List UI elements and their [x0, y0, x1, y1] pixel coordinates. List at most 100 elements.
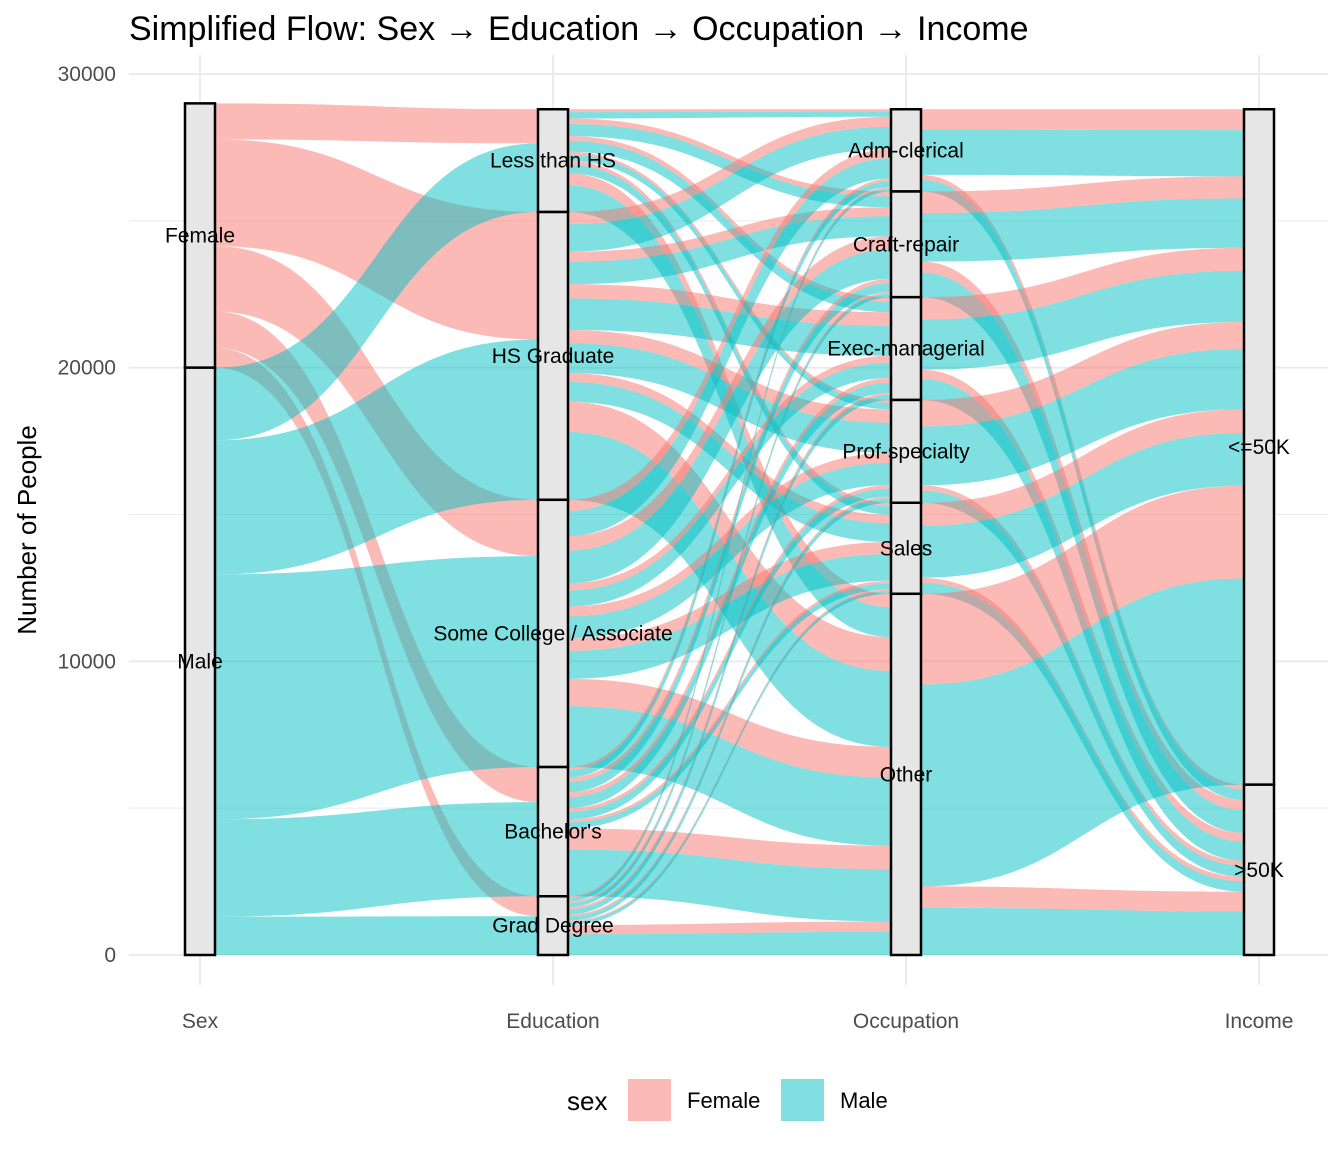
flow-education-female — [568, 580, 891, 823]
flow-occupation-male — [921, 578, 1244, 887]
flow-education-female — [568, 187, 891, 898]
stratum-label-other: Other — [880, 763, 933, 786]
flow-education-male — [568, 931, 891, 955]
flow-education-female — [568, 236, 891, 551]
stratum-occupation-other — [889, 592, 923, 957]
stratum-occupation-prof-specialty — [889, 398, 923, 505]
flow-education-female — [568, 207, 891, 262]
stratum-sex-male — [183, 366, 217, 957]
stratum-label-50k: >50K — [1234, 859, 1284, 882]
stratum-label-grad-degree: Grad Degree — [492, 915, 613, 938]
flow-education-female — [568, 678, 891, 778]
flow-sex-male — [215, 802, 538, 917]
legend-label-male: Male — [840, 1088, 888, 1113]
flow-education-male — [568, 293, 891, 908]
flow-education-male — [568, 216, 891, 285]
flow-occupation-female — [921, 886, 1244, 912]
stratum-sex-female — [183, 102, 217, 369]
flow-layer — [215, 103, 1244, 955]
flow-education-male — [568, 382, 891, 809]
y-tick-label: 0 — [104, 944, 116, 967]
flow-education-male — [568, 395, 891, 915]
flow-occupation-female — [921, 109, 1244, 131]
label-layer: Female Male Less than HS HS Graduate Some Co… — [165, 139, 1290, 937]
flow-occupation-male — [921, 129, 1244, 177]
legend-key-male — [781, 1079, 824, 1121]
flow-education-male — [568, 590, 891, 926]
flow-education-female — [568, 118, 891, 197]
flow-education-male — [568, 188, 891, 902]
flow-sex-female — [215, 139, 538, 340]
flow-education-female — [568, 149, 891, 512]
strata-layer — [183, 102, 1276, 957]
flow-occupation-female — [921, 176, 1244, 214]
stratum-label-craft-repair: Craft-repair — [853, 233, 959, 256]
flow-education-female — [568, 109, 891, 113]
flow-education-male — [568, 498, 891, 921]
flow-occupation-male — [921, 907, 1244, 955]
flow-education-female — [568, 284, 891, 326]
stratum-education-grad-degree — [536, 895, 570, 957]
x-tick-label-income: Income — [1225, 1010, 1294, 1033]
x-tick-label-sex: Sex — [182, 1010, 219, 1033]
flow-education-male — [568, 140, 891, 313]
flow-education-male — [568, 181, 891, 778]
x-tick-labels: Sex Education Occupation Income — [182, 1010, 1294, 1033]
flow-occupation-male — [921, 349, 1244, 486]
flow-education-female — [568, 393, 891, 910]
stratum-occupation-exec-managerial — [889, 295, 923, 402]
stratum-label-adm-clerical: Adm-clerical — [848, 139, 964, 162]
y-tick-label: 30000 — [58, 63, 116, 86]
flow-education-female — [568, 116, 891, 225]
y-tick-label: 20000 — [58, 357, 116, 380]
flow-sex-female — [215, 311, 538, 803]
flow-education-male — [568, 158, 891, 536]
flow-education-female — [568, 373, 891, 524]
flow-sex-female — [215, 103, 538, 144]
flow-education-male — [568, 154, 891, 410]
flow-education-male — [568, 554, 891, 679]
flow-education-male — [568, 282, 891, 793]
stratum-label-bachelor-s: Bachelor's — [504, 821, 601, 844]
flow-education-male — [568, 382, 891, 543]
flow-education-female — [568, 278, 891, 783]
flow-education-male — [568, 111, 891, 119]
flow-sex-male — [215, 916, 538, 955]
flow-occupation-female — [921, 485, 1244, 685]
legend: sex Female Male — [567, 1079, 888, 1121]
stratum-label-male: Male — [177, 650, 223, 673]
flow-occupation-female — [921, 409, 1244, 527]
flow-education-female — [568, 292, 891, 904]
flow-sex-male — [215, 143, 538, 441]
flow-sex-male — [215, 339, 538, 575]
flow-education-female — [568, 589, 891, 922]
flow-education-female — [568, 329, 891, 423]
flow-sex-male — [215, 556, 538, 820]
flow-occupation-female — [921, 321, 1244, 427]
flow-education-female — [568, 921, 891, 935]
stratum-label-sales: Sales — [880, 537, 933, 560]
legend-key-female — [628, 1079, 671, 1121]
flow-education-male — [568, 362, 891, 607]
flow-occupation-male — [921, 270, 1244, 370]
flow-education-female — [568, 496, 891, 917]
stratum-label-50k: <=50K — [1228, 436, 1290, 459]
flow-education-female — [568, 485, 891, 812]
stratum-label-less-than-hs: Less than HS — [490, 150, 616, 173]
y-tick-label: 10000 — [58, 650, 116, 673]
stratum-income-50k — [1242, 783, 1276, 957]
flow-education-male — [568, 849, 891, 922]
stratum-label-hs-graduate: HS Graduate — [492, 345, 615, 368]
flow-occupation-female — [921, 247, 1244, 320]
legend-label-female: Female — [687, 1088, 760, 1113]
x-tick-label-education: Education — [506, 1010, 599, 1033]
y-axis-label: Number of People — [12, 425, 42, 635]
stratum-education-hs-graduate — [536, 210, 570, 502]
flow-education-female — [568, 178, 891, 771]
flow-occupation-female — [921, 261, 1244, 811]
stratum-label-some-college-associate: Some College / Associate — [433, 622, 672, 645]
stratum-income-50k — [1242, 107, 1276, 786]
flow-education-female — [568, 136, 891, 302]
flow-education-male — [568, 249, 891, 584]
